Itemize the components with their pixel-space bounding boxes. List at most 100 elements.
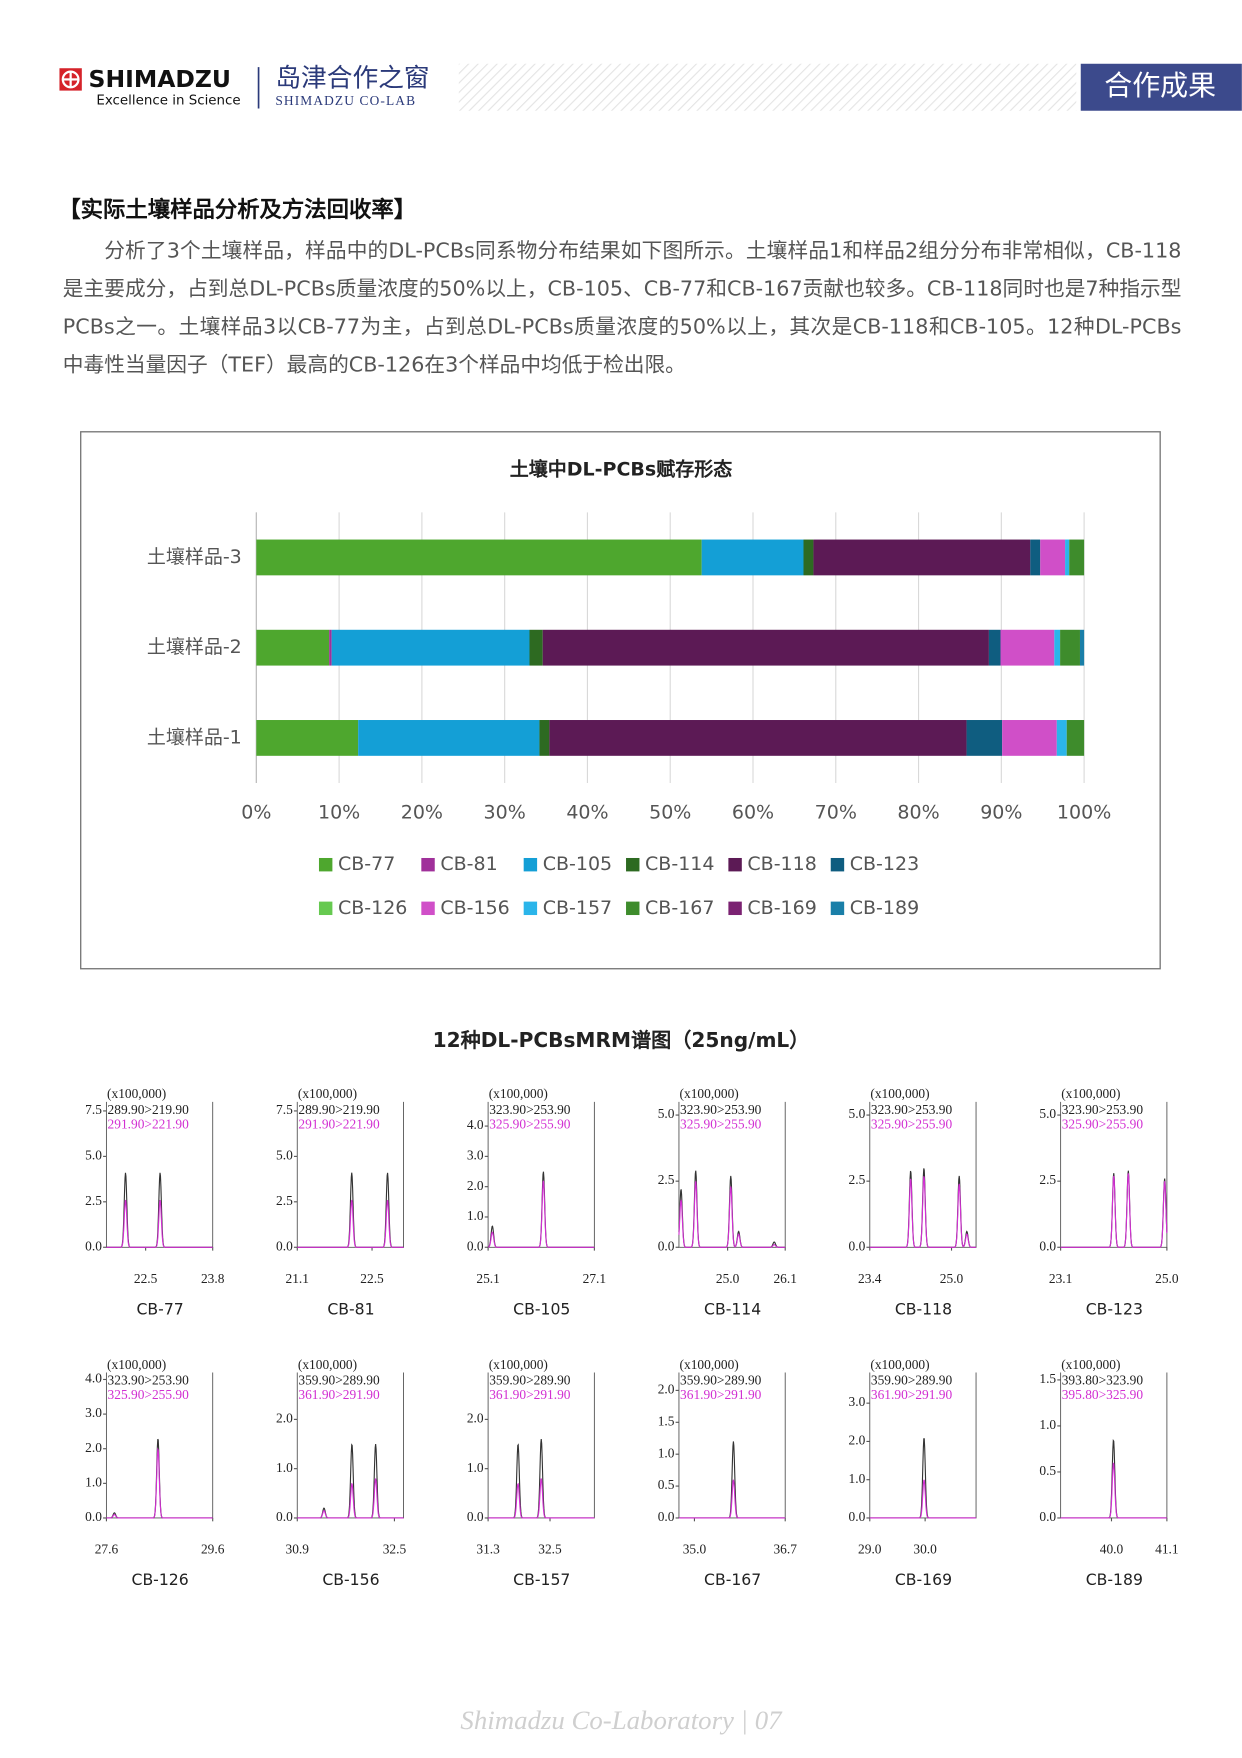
legend-swatch xyxy=(830,857,845,872)
legend-swatch xyxy=(830,901,845,916)
transition-label: 359.90>289.90 xyxy=(489,1373,571,1388)
y-tick-label: 土壤样品-3 xyxy=(147,546,242,568)
transition-label: 323.90>253.90 xyxy=(108,1373,190,1388)
legend-label: CB-123 xyxy=(850,853,919,875)
panel-frame xyxy=(1060,1372,1168,1519)
panel-name: CB-123 xyxy=(1086,1299,1143,1318)
bar-segment xyxy=(1079,629,1085,666)
x-tick-label: 29.0 xyxy=(858,1541,882,1556)
transition-label: 325.90>255.90 xyxy=(1062,1116,1144,1131)
trace xyxy=(488,1478,595,1519)
y-tick-label: 2.0 xyxy=(467,1178,484,1193)
y-tick-label: 0.0 xyxy=(276,1509,293,1524)
paragraph-box: 分析了3个土壤样品，样品中的DL-PCBs同系物分布结果如下图所示。土壤样品1和… xyxy=(62,239,1182,377)
panel-frame xyxy=(105,1101,214,1248)
y-tick-label: 2.5 xyxy=(849,1172,866,1187)
x-tick-label: 80% xyxy=(897,802,939,824)
scale-label: (x100,000) xyxy=(298,1086,357,1101)
transition-label: 325.90>255.90 xyxy=(108,1387,190,1402)
x-tick-label: 32.5 xyxy=(383,1541,407,1556)
trace xyxy=(487,1180,595,1248)
panel-name: CB-118 xyxy=(895,1299,952,1318)
transition-label: 325.90>255.90 xyxy=(489,1116,571,1131)
trace xyxy=(869,1479,977,1519)
bar-segment xyxy=(1056,720,1067,756)
trace xyxy=(106,1447,213,1519)
tag: 合作成果 xyxy=(1104,70,1216,102)
x-tick-label: 27.6 xyxy=(95,1541,119,1556)
transition-label: 289.90>219.90 xyxy=(298,1102,380,1117)
section-title: 【实际土壤样品分析及方法回收率】 xyxy=(58,196,416,223)
trace xyxy=(869,1438,977,1519)
y-tick-label: 5.0 xyxy=(85,1147,102,1162)
x-tick-label: 23.1 xyxy=(1049,1271,1072,1286)
column-title: 岛津合作之窗 xyxy=(275,63,429,92)
panel-name: CB-105 xyxy=(513,1299,570,1318)
panel-frame xyxy=(296,1101,404,1248)
legend-label: CB-189 xyxy=(850,897,919,919)
y-tick-label: 0.0 xyxy=(85,1238,102,1253)
y-tick-label: 2.5 xyxy=(85,1193,102,1208)
y-tick-label: 5.0 xyxy=(849,1106,866,1121)
panel-name: CB-77 xyxy=(137,1299,184,1318)
x-tick-label: 40.0 xyxy=(1100,1541,1124,1556)
bar-segment xyxy=(256,629,330,666)
scale-label: (x100,000) xyxy=(489,1357,548,1372)
panel-name: CB-114 xyxy=(704,1299,761,1318)
y-tick-label: 1.0 xyxy=(467,1460,484,1475)
y-tick-label: 1.0 xyxy=(85,1474,102,1489)
x-tick-label: 23.8 xyxy=(201,1271,225,1286)
panel-name: CB-169 xyxy=(895,1570,952,1589)
y-tick-label: 0.0 xyxy=(85,1509,102,1524)
bar-segment xyxy=(1000,629,1055,666)
x-tick-label: 41.1 xyxy=(1155,1541,1178,1556)
trace xyxy=(297,1199,404,1248)
x-tick-label: 60% xyxy=(732,802,774,824)
y-tick-label: 7.5 xyxy=(276,1102,293,1117)
paragraph: 分析了3个土壤样品，样品中的DL-PCBs同系物分布结果如下图所示。土壤样品1和… xyxy=(62,239,1182,377)
panel-name: CB-156 xyxy=(322,1570,379,1589)
scale-label: (x100,000) xyxy=(680,1357,739,1372)
y-tick-label: 土壤样品-1 xyxy=(147,726,242,748)
bar-segment xyxy=(358,720,540,756)
panel-frame xyxy=(1060,1101,1168,1248)
x-tick-label: 70% xyxy=(815,802,857,824)
chromatogram-title: 12种DL-PCBsMRM谱图（25ng/mL） xyxy=(433,1028,810,1052)
legend-label: CB-114 xyxy=(645,853,714,875)
y-tick-label: 0.0 xyxy=(276,1238,293,1253)
chart-frame xyxy=(80,431,1161,970)
x-tick-label: 25.0 xyxy=(940,1271,964,1286)
legend-label: CB-118 xyxy=(747,853,816,875)
transition-label: 359.90>289.90 xyxy=(680,1373,762,1388)
y-tick-label: 0.5 xyxy=(658,1477,675,1492)
x-tick-label: 40% xyxy=(566,802,608,824)
y-tick-label: 1.0 xyxy=(467,1208,484,1223)
scale-label: (x100,000) xyxy=(489,1086,548,1101)
trace xyxy=(1060,1462,1167,1519)
x-tick-label: 0% xyxy=(241,802,271,824)
y-tick-label: 2.0 xyxy=(849,1433,866,1448)
transition-label: 361.90>291.90 xyxy=(489,1387,571,1402)
legend-swatch xyxy=(318,901,333,916)
legend-swatch xyxy=(318,857,333,872)
transition-label: 325.90>255.90 xyxy=(871,1116,953,1131)
legend-swatch xyxy=(626,901,640,916)
y-tick-label: 0.0 xyxy=(1039,1509,1056,1524)
bar-segment xyxy=(331,629,530,666)
legend-swatch xyxy=(626,857,640,872)
bar-segment xyxy=(803,539,814,576)
x-tick-label: 27.1 xyxy=(583,1271,606,1286)
legend-label: CB-77 xyxy=(338,853,395,875)
y-tick-label: 2.0 xyxy=(276,1410,293,1425)
panel-frame xyxy=(869,1372,977,1519)
bar-segment xyxy=(966,720,1003,756)
y-tick-label: 2.0 xyxy=(658,1381,675,1396)
x-tick-label: 35.0 xyxy=(683,1541,707,1556)
y-tick-label: 1.0 xyxy=(658,1445,675,1460)
x-tick-label: 10% xyxy=(318,802,360,824)
